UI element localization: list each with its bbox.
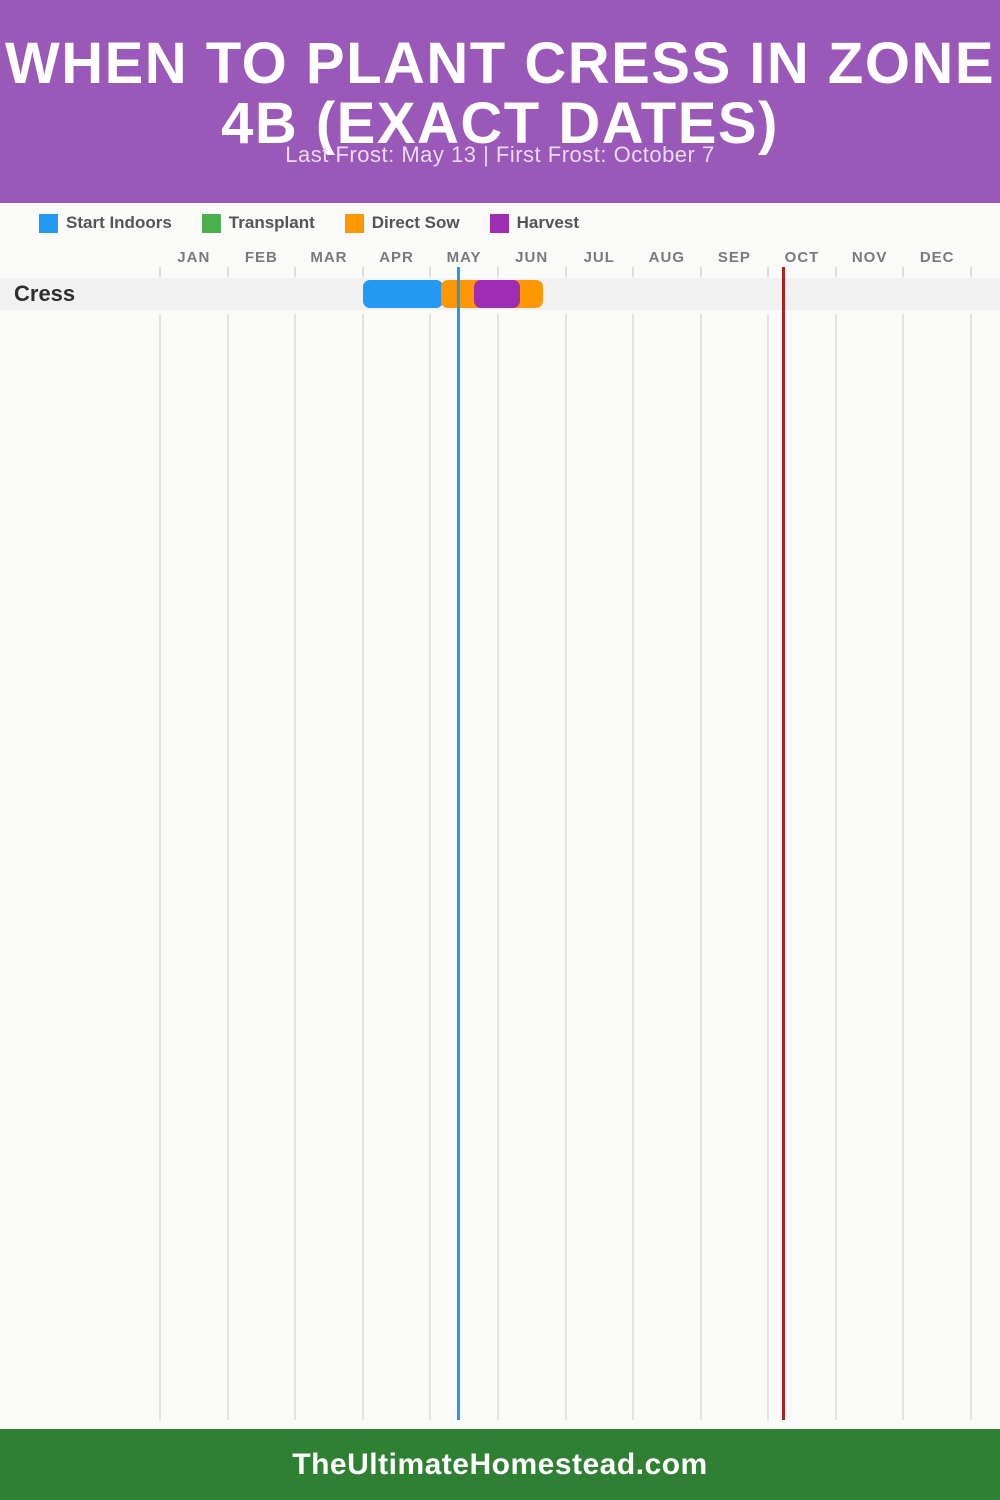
month-label-dec: DEC — [919, 249, 955, 266]
start-indoors-swatch-icon — [39, 213, 58, 233]
gridline — [429, 314, 431, 1420]
legend-item-start-indoors: Start Indoors — [39, 213, 172, 233]
first-frost-line — [782, 267, 785, 1420]
axis-tick — [159, 267, 161, 277]
website-url: TheUltimateHomestead.com — [292, 1447, 708, 1481]
page-title: WHEN TO PLANT CRESS IN ZONE 4B (EXACT DA… — [0, 34, 1000, 154]
header-banner: WHEN TO PLANT CRESS IN ZONE 4B (EXACT DA… — [0, 0, 1000, 203]
gridline — [767, 314, 769, 1420]
gridline — [700, 314, 702, 1420]
legend-item-direct-sow: Direct Sow — [344, 213, 460, 233]
gridline — [632, 314, 634, 1420]
axis-tick — [227, 267, 229, 277]
month-label-feb: FEB — [244, 249, 278, 266]
frost-dates-subtitle: Last Frost: May 13 | First Frost: Octobe… — [285, 142, 715, 167]
axis-tick — [429, 267, 431, 277]
month-label-apr: APR — [379, 249, 414, 266]
gridline — [970, 314, 972, 1420]
axis-tick — [565, 267, 567, 277]
title-line-1: WHEN TO PLANT CRESS IN ZONE — [4, 31, 996, 96]
axis-tick — [902, 267, 904, 277]
month-label-jul: JUL — [583, 249, 615, 266]
month-axis: JAN FEB MAR APR MAY JUN JUL AUG SEP OCT NOV DEC — [160, 249, 971, 266]
gridline — [835, 314, 837, 1420]
footer-banner: TheUltimateHomestead.com — [0, 1429, 1000, 1500]
axis-tick — [497, 267, 499, 277]
gridline — [565, 314, 567, 1420]
gridline — [497, 314, 499, 1420]
legend-label: Harvest — [516, 213, 579, 232]
gridline — [294, 314, 296, 1420]
month-label-mar: MAR — [310, 249, 348, 266]
month-label-nov: NOV — [851, 249, 888, 266]
title-line-2: 4B (EXACT DATES) — [221, 91, 779, 156]
legend-label: Start Indoors — [66, 213, 172, 232]
legend: Start Indoors Transplant Direct Sow Harvest — [39, 213, 579, 233]
legend-item-transplant: Transplant — [201, 213, 315, 233]
month-label-oct: OCT — [784, 249, 820, 266]
month-label-sep: SEP — [717, 249, 751, 266]
axis-tick — [970, 267, 972, 277]
last-frost-line — [457, 267, 461, 1420]
legend-item-harvest: Harvest — [489, 213, 579, 233]
gridline — [902, 314, 904, 1420]
month-label-jan: JAN — [177, 249, 211, 266]
gridline — [159, 314, 161, 1420]
month-label-aug: AUG — [648, 249, 685, 266]
legend-label: Transplant — [228, 213, 315, 232]
direct-sow-swatch-icon — [344, 213, 364, 233]
axis-tick — [294, 267, 296, 277]
harvest-swatch-icon — [489, 213, 509, 233]
axis-tick — [835, 267, 837, 277]
legend-label: Direct Sow — [371, 213, 460, 232]
crop-row-label: Cress — [14, 281, 76, 306]
axis-tick — [700, 267, 702, 277]
gridline — [362, 314, 364, 1420]
axis-tick — [767, 267, 769, 277]
axis-tick — [632, 267, 634, 277]
crop-row-cress: Cress — [0, 278, 1000, 310]
month-label-may: MAY — [446, 249, 482, 266]
month-label-jun: JUN — [515, 249, 549, 266]
gridline — [227, 314, 229, 1420]
axis-tick — [362, 267, 364, 277]
transplant-swatch-icon — [201, 213, 221, 233]
